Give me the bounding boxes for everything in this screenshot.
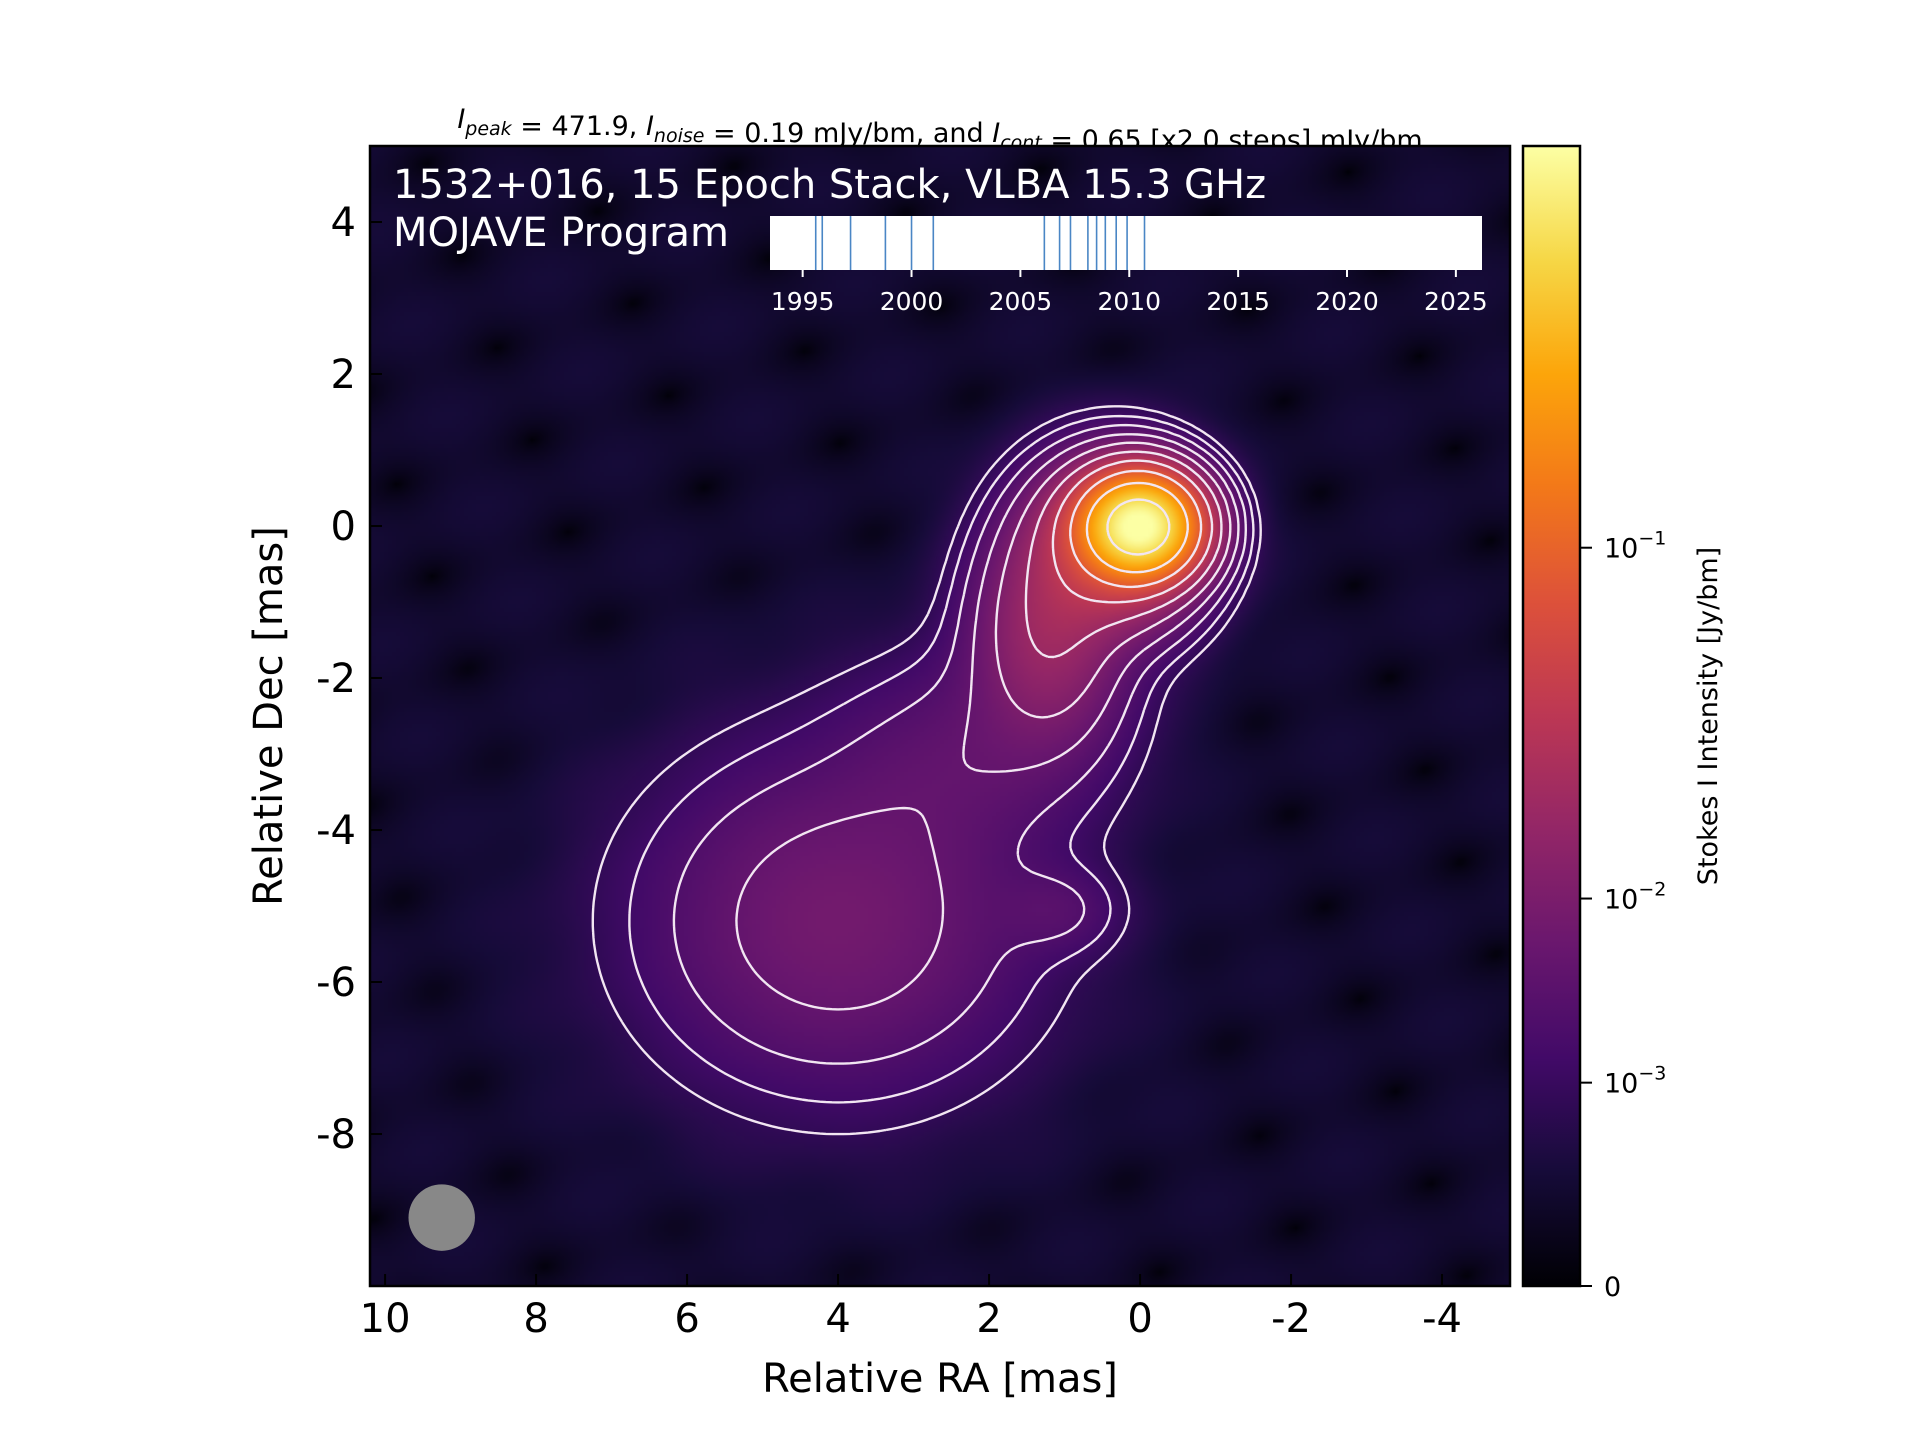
source-annotation: 1532+016, 15 Epoch Stack, VLBA 15.3 GHz	[393, 162, 1266, 208]
colorbar-tick-label: 0	[1604, 1272, 1621, 1303]
y-tick-label: 4	[331, 200, 356, 246]
y-axis-label: Relative Dec [mas]	[246, 526, 292, 906]
contours	[591, 405, 1262, 1136]
colorbar-label: Stokes I Intensity [Jy/bm]	[1693, 547, 1724, 885]
y-tick-label: -4	[316, 808, 356, 854]
colorbar: 10−1 10−2 10−3 0 Stokes I Intensity [Jy/bm]	[1521, 144, 1724, 1303]
y-tick-label: -2	[316, 656, 356, 702]
contour-line	[735, 433, 1240, 1011]
timeline-tick-label: 2025	[1424, 287, 1488, 316]
x-axis: 10 8 6 4 2 0 -2 -4	[360, 1274, 1462, 1342]
x-tick-label: -4	[1422, 1296, 1462, 1342]
x-tick-label: 8	[523, 1296, 548, 1342]
y-tick-label: -6	[316, 960, 356, 1006]
timeline-tick-label: 1995	[771, 287, 835, 316]
intensity-image	[370, 146, 1510, 1286]
colorbar-tick-label: 10−1	[1604, 528, 1666, 565]
timeline-tick-label: 2010	[1097, 287, 1161, 316]
intensity-map	[370, 146, 1510, 1286]
y-axis: 4 2 0 -2 -4 -6 -8	[316, 200, 382, 1158]
x-tick-label: -2	[1271, 1296, 1311, 1342]
timeline-tick-label: 2005	[989, 287, 1053, 316]
epoch-timeline: 1995 2000 2005 2010 2015 2020 2025	[770, 216, 1488, 316]
contour-line	[628, 414, 1255, 1104]
x-tick-label: 10	[360, 1296, 411, 1342]
y-tick-label: -8	[316, 1112, 356, 1158]
contour-line	[1106, 498, 1171, 556]
colorbar-tick-label: 10−3	[1604, 1063, 1666, 1100]
timeline-tick-label: 2015	[1206, 287, 1270, 316]
contour-line	[1069, 469, 1203, 589]
x-tick-label: 0	[1127, 1296, 1152, 1342]
timeline-box	[770, 216, 1482, 270]
timeline-tick-label: 2020	[1315, 287, 1379, 316]
colorbar-gradient	[1521, 144, 1582, 1288]
contour-line	[591, 405, 1262, 1136]
y-tick-label: 0	[331, 504, 356, 550]
plot-frame	[368, 144, 1512, 1288]
beam-ellipse	[408, 1184, 475, 1251]
x-axis-label: Relative RA [mas]	[762, 1356, 1118, 1402]
timeline-tick-label: 2000	[880, 287, 944, 316]
program-annotation: MOJAVE Program	[393, 210, 729, 256]
contour-line	[672, 423, 1247, 1065]
contour-line	[1051, 459, 1214, 604]
y-tick-label: 2	[331, 352, 356, 398]
contour-line	[1085, 481, 1189, 574]
x-tick-label: 4	[825, 1296, 850, 1342]
x-tick-label: 6	[674, 1296, 699, 1342]
contour-line	[1024, 450, 1223, 659]
colorbar-tick-label: 10−2	[1604, 879, 1666, 916]
contour-line	[994, 441, 1232, 719]
x-tick-label: 2	[976, 1296, 1001, 1342]
